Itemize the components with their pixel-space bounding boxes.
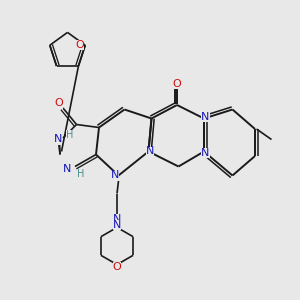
Text: N: N: [201, 112, 210, 122]
Text: O: O: [75, 40, 84, 50]
Text: N: N: [111, 170, 119, 181]
Text: O: O: [112, 262, 122, 272]
Text: N: N: [113, 214, 121, 224]
Text: O: O: [172, 79, 182, 89]
Text: N: N: [113, 220, 121, 230]
Text: N: N: [63, 164, 72, 175]
Text: H: H: [66, 130, 73, 140]
Text: O: O: [54, 98, 63, 109]
Text: N: N: [53, 134, 62, 145]
Text: N: N: [201, 148, 210, 158]
Text: N: N: [146, 146, 154, 157]
Text: H: H: [77, 169, 84, 179]
